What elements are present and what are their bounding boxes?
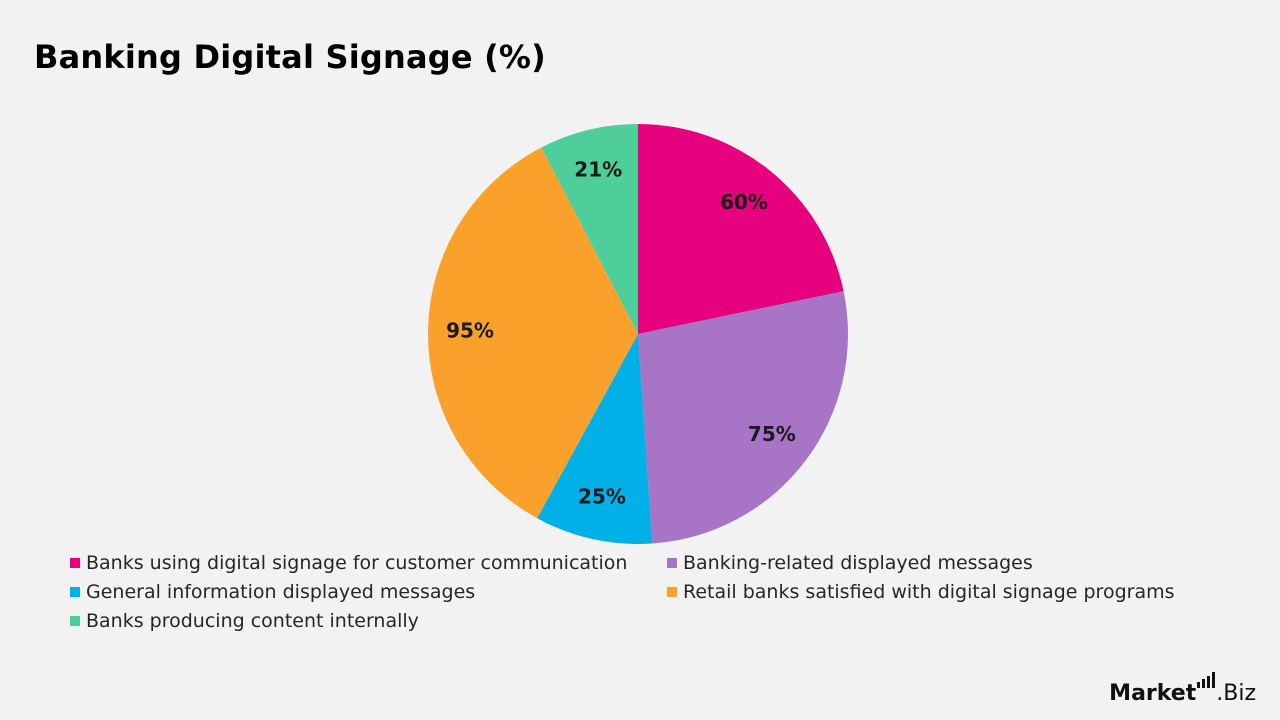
pie-slice-2 [638, 291, 848, 544]
legend-swatch-2 [667, 558, 677, 568]
legend-item-4: Retail banks satisfied with digital sign… [667, 581, 1187, 603]
legend-label-2: Banking-related displayed messages [683, 552, 1033, 574]
legend-item-1: Banks using digital signage for customer… [70, 552, 667, 574]
legend-label-4: Retail banks satisfied with digital sign… [683, 581, 1175, 603]
pie-slice-1 [638, 124, 844, 334]
legend-item-2: Banking-related displayed messages [667, 552, 1187, 574]
legend-label-1: Banks using digital signage for customer… [86, 552, 628, 574]
pie-slice-4 [428, 147, 638, 519]
slice-label-1: 60% [720, 190, 768, 214]
pie-slice-3 [537, 334, 653, 545]
legend-swatch-1 [70, 558, 80, 568]
chart-legend: Banks using digital signage for customer… [70, 552, 1210, 632]
legend-item-5: Banks producing content internally [70, 610, 667, 632]
legend-swatch-5 [70, 616, 80, 626]
legend-swatch-4 [667, 587, 677, 597]
marketbiz-logo: Market .Biz [1109, 672, 1256, 706]
slice-label-3: 25% [578, 485, 626, 509]
legend-label-5: Banks producing content internally [86, 610, 419, 632]
logo-text-suffix: .Biz [1216, 681, 1256, 706]
logo-bars-icon [1197, 672, 1216, 688]
legend-swatch-3 [70, 587, 80, 597]
legend-item-3: General information displayed messages [70, 581, 667, 603]
slice-label-4: 95% [446, 319, 494, 343]
logo-text-main: Market [1109, 681, 1197, 706]
pie-slice-5 [541, 124, 638, 334]
chart-title: Banking Digital Signage (%) [34, 38, 547, 76]
legend-label-3: General information displayed messages [86, 581, 476, 603]
slice-label-5: 21% [574, 157, 622, 181]
slice-label-2: 75% [748, 422, 796, 446]
